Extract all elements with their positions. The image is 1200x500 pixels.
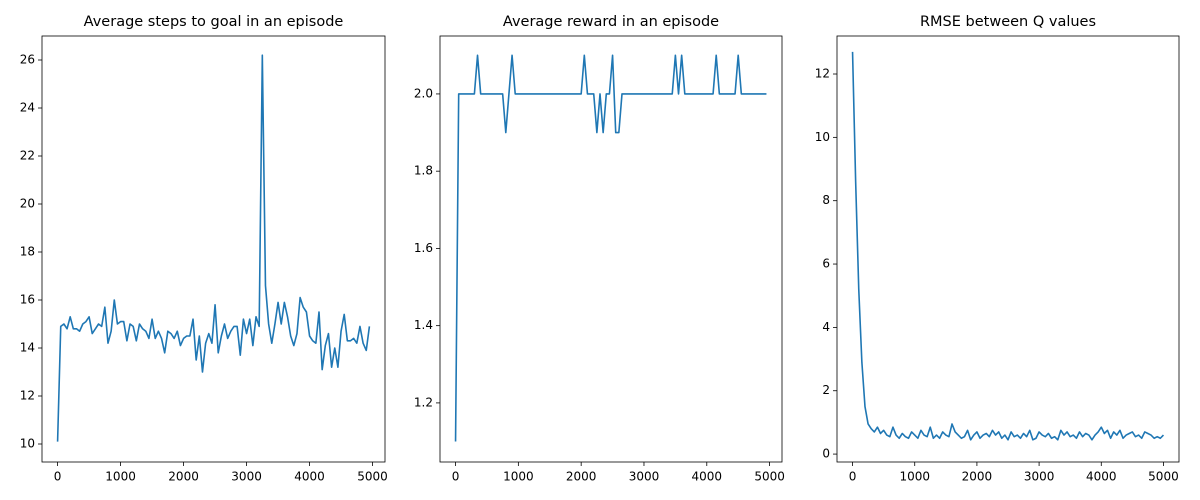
y-tick-label: 1.2 bbox=[414, 395, 433, 409]
chart-title: Average steps to goal in an episode bbox=[84, 14, 344, 30]
x-tick-label: 2000 bbox=[566, 470, 597, 484]
x-tick-label: 5000 bbox=[1148, 470, 1179, 484]
x-tick-label: 2000 bbox=[962, 470, 993, 484]
y-tick-label: 10 bbox=[20, 437, 35, 451]
x-tick-label: 4000 bbox=[294, 470, 325, 484]
y-tick-label: 1.6 bbox=[414, 241, 433, 255]
axes-frame bbox=[836, 35, 1180, 463]
y-tick-label: 4 bbox=[822, 320, 830, 334]
x-tick-label: 1000 bbox=[503, 470, 534, 484]
data-line bbox=[56, 54, 371, 442]
y-tick-label: 12 bbox=[815, 67, 830, 81]
x-tick-label: 4000 bbox=[692, 470, 723, 484]
x-tick-label: 0 bbox=[452, 470, 460, 484]
x-tick-label: 5000 bbox=[357, 470, 388, 484]
x-tick-label: 3000 bbox=[1024, 470, 1055, 484]
x-tick-label: 3000 bbox=[629, 470, 660, 484]
y-tick-label: 26 bbox=[20, 53, 35, 67]
y-tick-label: 16 bbox=[20, 293, 35, 307]
x-tick-label: 4000 bbox=[1086, 470, 1117, 484]
x-tick-label: 1000 bbox=[105, 470, 136, 484]
y-tick-label: 6 bbox=[822, 257, 830, 271]
y-tick-label: 12 bbox=[20, 389, 35, 403]
x-tick-label: 2000 bbox=[168, 470, 199, 484]
x-tick-label: 1000 bbox=[899, 470, 930, 484]
y-tick-label: 24 bbox=[20, 101, 35, 115]
axes-frame bbox=[41, 35, 386, 463]
chart-title: Average reward in an episode bbox=[503, 14, 719, 30]
x-tick-label: 0 bbox=[54, 470, 62, 484]
y-tick-label: 14 bbox=[20, 341, 35, 355]
y-tick-label: 0 bbox=[822, 447, 830, 461]
data-line bbox=[454, 54, 767, 442]
x-tick-label: 3000 bbox=[231, 470, 262, 484]
y-tick-label: 1.8 bbox=[414, 164, 433, 178]
y-tick-label: 2 bbox=[822, 383, 830, 397]
axes-frame bbox=[439, 35, 783, 463]
y-tick-label: 20 bbox=[20, 197, 35, 211]
y-tick-label: 10 bbox=[815, 130, 830, 144]
x-tick-label: 5000 bbox=[754, 470, 785, 484]
y-tick-label: 18 bbox=[20, 245, 35, 259]
chart-title: RMSE between Q values bbox=[920, 14, 1096, 30]
data-line bbox=[851, 51, 1165, 441]
y-tick-label: 2.0 bbox=[414, 86, 433, 100]
x-tick-label: 0 bbox=[849, 470, 857, 484]
y-tick-label: 8 bbox=[822, 193, 830, 207]
y-tick-label: 1.4 bbox=[414, 318, 433, 332]
y-tick-label: 22 bbox=[20, 149, 35, 163]
